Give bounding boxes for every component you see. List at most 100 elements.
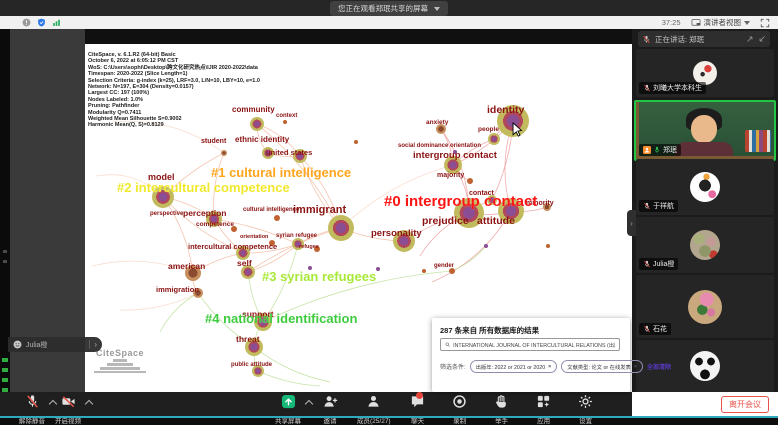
mic-off-icon	[643, 202, 651, 210]
status-icons	[22, 18, 61, 27]
toolbar-button-screen-share[interactable]: 共享屏幕	[270, 394, 314, 425]
filter-chip[interactable]: 出版年: 2022 or 2021 or 2020 ×	[469, 360, 558, 373]
participant-tile[interactable]: 郑珉	[634, 100, 776, 161]
participant-tile[interactable]: 刘曦大学本科生	[636, 49, 774, 97]
toolbar-button-chat[interactable]: 聊天	[400, 392, 436, 425]
settings-icon	[578, 394, 593, 414]
network-signal-icon[interactable]	[52, 18, 61, 27]
mic-off-icon	[643, 260, 651, 268]
participant-tile[interactable]	[636, 340, 774, 392]
participant-name-label: 石花	[639, 323, 671, 335]
filter-chip-text: 文献类型: 论文 or 在线发表	[567, 364, 631, 371]
avatar	[690, 351, 720, 381]
participants-sidebar: 正在讲话: 郑珉 刘曦大学本科生郑珉于祥航 Julia橙石花	[632, 29, 778, 392]
avatar	[688, 289, 722, 324]
participant-name: 郑珉	[663, 147, 677, 154]
filter-row: 筛选条件: 出版年: 2022 or 2021 or 2020 × 文献类型: 论文…	[440, 360, 671, 373]
indicator-dot	[2, 388, 8, 392]
metadata-line: Harmonic Mean(Q, S)=0.8129	[88, 122, 164, 129]
metadata-line: WoS: C:\Users\sophi\Desktop\跨文化研究热点\IJIR…	[88, 64, 258, 71]
popout-icon[interactable]	[746, 35, 754, 43]
search-input[interactable]: INTERNATIONAL JOURNAL OF INTERCULTURAL R…	[440, 338, 620, 351]
wos-results-popup[interactable]: 287 条来自 所有数据库的结果 INTERNATIONAL JOURNAL O…	[432, 318, 671, 392]
apps-icon	[536, 394, 551, 414]
metadata-line: October 6, 2022 at 6:05:12 PM CST	[88, 58, 179, 65]
info-icon[interactable]	[22, 18, 31, 27]
invite-icon	[323, 394, 338, 414]
toolbar-button-apps[interactable]: 应用	[526, 394, 562, 425]
indicator-dash	[3, 260, 7, 263]
smiley-icon	[13, 340, 22, 349]
active-speaker-text: 正在讲话: 郑珉	[655, 34, 705, 44]
indicator-dot	[2, 358, 8, 362]
mic-off-icon	[643, 35, 650, 43]
toolbar-button-settings[interactable]: 设置	[568, 394, 604, 425]
shared-screen-left-band	[10, 29, 85, 392]
mic-on-icon	[653, 146, 661, 154]
chat-icon	[410, 392, 425, 414]
participant-tile[interactable]: 于祥航	[636, 159, 774, 215]
layout-icon	[691, 18, 700, 26]
reaction-toast[interactable]: Julia橙 ›	[8, 337, 102, 352]
close-icon[interactable]: ×	[633, 363, 637, 370]
camera-off-icon	[61, 394, 76, 414]
meeting-toolbar	[0, 392, 632, 418]
metadata-line: Network: N=197, E=304 (Density=0.0157)	[88, 84, 194, 91]
filter-chip[interactable]: 文献类型: 论文 or 在线发表 ×	[561, 360, 643, 373]
sidebar-collapse-handle[interactable]: ›	[627, 210, 636, 236]
metadata-line: CiteSpace, v. 6.1.R2 (64-bit) Basic	[88, 52, 176, 58]
members-icon	[366, 394, 381, 414]
screen-share-banner[interactable]: 您正在观看郑珉共享的屏幕	[330, 1, 448, 16]
leave-meeting-button[interactable]: 离开会议	[721, 396, 769, 413]
metadata-line: Largest CC: 197 (100%)	[88, 90, 150, 97]
indicator-dot	[2, 378, 8, 382]
toolbar-button-members[interactable]: 成员(25/27)	[354, 394, 394, 425]
citespace-logo: CiteSpace	[90, 348, 150, 373]
fullscreen-icon[interactable]	[760, 18, 770, 28]
participant-tile[interactable]: 石花	[636, 275, 774, 338]
record-icon	[452, 394, 467, 414]
divider	[89, 340, 91, 349]
notification-badge	[416, 392, 424, 399]
metadata-line: Weighted Mean Silhouette S=0.9002	[88, 116, 182, 123]
toolbar-button-camera-off[interactable]: 开启视频	[50, 394, 94, 425]
clear-all-link[interactable]: 全部清除	[646, 365, 671, 371]
toolbar-button-record[interactable]: 录制	[442, 394, 478, 425]
citespace-metadata: CiteSpace, v. 6.1.R2 (64-bit) Basic Octob…	[88, 52, 260, 129]
citespace-logo-text: CiteSpace	[95, 348, 145, 358]
search-icon	[445, 342, 450, 347]
participant-name-label: Julia橙	[639, 258, 679, 270]
chevron-down-icon	[434, 6, 440, 11]
toolbar-right: 共享屏幕 邀请 成员(25/27) 聊天 录制 举手 应用 设置	[270, 392, 604, 425]
left-edge-column	[0, 29, 10, 392]
collapse-toast-icon[interactable]: ›	[94, 339, 97, 349]
mouse-cursor	[512, 122, 523, 137]
participant-name: 石花	[653, 326, 667, 333]
pin-icon[interactable]	[758, 35, 766, 43]
participant-name-label: 郑珉	[639, 144, 681, 156]
toolbar-button-raise-hand[interactable]: 举手	[484, 394, 520, 425]
logo-shape	[113, 359, 127, 362]
toolbar-button-invite[interactable]: 邀请	[312, 394, 348, 425]
toolbar-button-mic-off[interactable]: 解除静音	[14, 394, 58, 425]
participant-name: 刘曦大学本科生	[653, 85, 702, 92]
filter-chip-text: 出版年: 2022 or 2021 or 2020	[475, 364, 546, 371]
raise-hand-icon	[494, 394, 509, 414]
close-icon[interactable]: ×	[548, 363, 552, 370]
search-query-text: INTERNATIONAL JOURNAL OF INTERCULTURAL R…	[453, 342, 615, 349]
participant-name: 于祥航	[653, 203, 674, 210]
view-mode-button[interactable]: 演讲者视图	[691, 17, 750, 28]
metadata-line: Timespan: 2020-2022 (Slice Length=1)	[88, 71, 188, 78]
toolbar-left: 解除静音 开启视频	[14, 394, 94, 425]
active-speaker-bar[interactable]: 正在讲话: 郑珉	[638, 31, 770, 47]
bottom-edge-line	[0, 416, 778, 418]
participant-video	[636, 102, 774, 159]
meeting-top-controls: 37:25 演讲者视图	[662, 17, 770, 28]
participant-name-label: 于祥航	[639, 200, 678, 212]
indicator-dot	[2, 368, 8, 372]
screen-share-banner-text: 您正在观看郑珉共享的屏幕	[338, 4, 428, 13]
avatar	[693, 61, 717, 85]
host-badge-icon	[643, 146, 651, 154]
participant-tile[interactable]: Julia橙	[636, 217, 774, 273]
security-shield-icon[interactable]	[37, 18, 46, 27]
